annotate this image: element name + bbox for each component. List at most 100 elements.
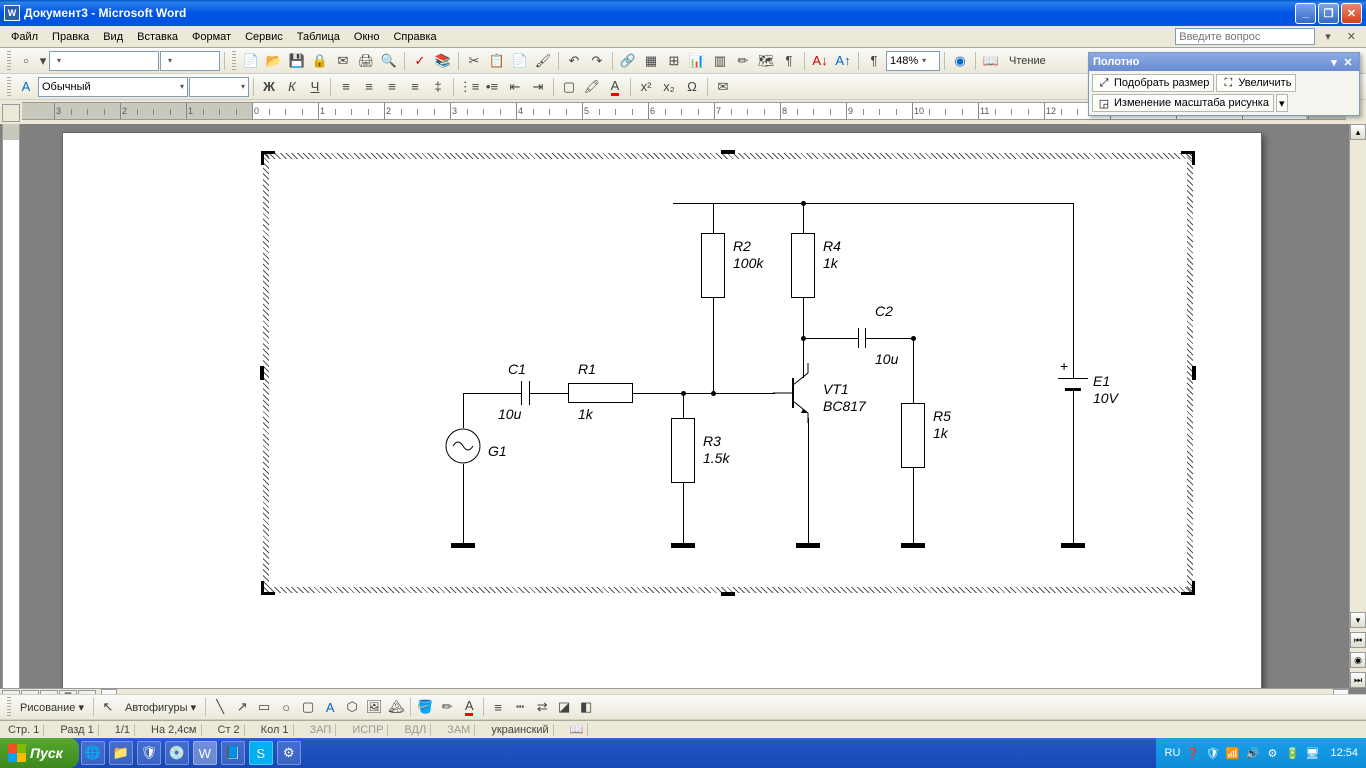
handle-b[interactable] bbox=[721, 592, 735, 596]
3d-button[interactable]: ◧ bbox=[575, 696, 597, 718]
task-item-skype[interactable]: S bbox=[249, 741, 273, 765]
tray-icon[interactable]: 🖥 bbox=[1304, 745, 1320, 761]
tray-icon[interactable]: ⚙ bbox=[1264, 745, 1280, 761]
format-painter-button[interactable]: 🖌 bbox=[532, 50, 554, 72]
subscript-button[interactable]: x₂ bbox=[658, 76, 680, 98]
numbering-button[interactable]: ⋮≡ bbox=[458, 76, 480, 98]
toolbar-grip[interactable] bbox=[7, 51, 11, 71]
bullets-button[interactable]: •≡ bbox=[481, 76, 503, 98]
oval-button[interactable]: ○ bbox=[275, 696, 297, 718]
status-lang[interactable]: украинский bbox=[487, 724, 553, 736]
tray-icon[interactable]: ❓ bbox=[1184, 745, 1200, 761]
task-item[interactable]: 🌐 bbox=[81, 741, 105, 765]
hyperlink-button[interactable]: 🔗 bbox=[617, 50, 639, 72]
print-button[interactable]: 🖨 bbox=[355, 50, 377, 72]
tables-borders-button[interactable]: ▦ bbox=[640, 50, 662, 72]
highlight-button[interactable]: 🖍 bbox=[581, 76, 603, 98]
status-ovr[interactable]: ЗАМ bbox=[443, 724, 475, 736]
menu-window[interactable]: Окно bbox=[347, 29, 387, 45]
menu-insert[interactable]: Вставка bbox=[130, 29, 185, 45]
pilcrow-button[interactable]: ¶ bbox=[863, 50, 885, 72]
handle-l[interactable] bbox=[260, 366, 264, 380]
menu-edit[interactable]: Правка bbox=[45, 29, 96, 45]
menu-table[interactable]: Таблица bbox=[290, 29, 347, 45]
drawing-menu[interactable]: Рисование ▾ bbox=[14, 701, 90, 714]
menu-format[interactable]: Формат bbox=[185, 29, 238, 45]
font-size-combo[interactable]: ▾ bbox=[189, 77, 249, 97]
excel-button[interactable]: 📊 bbox=[686, 50, 708, 72]
spellcheck-button[interactable]: ✓ bbox=[409, 50, 431, 72]
cut-button[interactable]: ✂ bbox=[463, 50, 485, 72]
panel-titlebar[interactable]: Полотно ▾ ✕ bbox=[1089, 53, 1359, 71]
increase-indent-button[interactable]: ⇥ bbox=[527, 76, 549, 98]
panel-close-button[interactable]: ✕ bbox=[1341, 56, 1355, 69]
paste-button[interactable]: 📄 bbox=[509, 50, 531, 72]
start-button[interactable]: Пуск bbox=[0, 738, 79, 768]
status-spell-icon[interactable]: 📖 bbox=[566, 723, 589, 736]
shadow-button[interactable]: ◪ bbox=[553, 696, 575, 718]
rectangle-button[interactable]: ▭ bbox=[253, 696, 275, 718]
panel-menu-button[interactable]: ▾ bbox=[1276, 94, 1288, 112]
restore-button[interactable]: ❐ bbox=[1318, 3, 1339, 24]
picture-button[interactable]: 🏔 bbox=[385, 696, 407, 718]
decrease-indent-button[interactable]: ⇤ bbox=[504, 76, 526, 98]
select-objects-button[interactable]: ↖ bbox=[97, 696, 119, 718]
drawing-canvas[interactable]: R2 100k R4 1k C2 10u bbox=[263, 153, 1193, 593]
menu-help[interactable]: Справка bbox=[386, 29, 443, 45]
symbol-button[interactable]: Ω bbox=[681, 76, 703, 98]
columns-button[interactable]: ▥ bbox=[709, 50, 731, 72]
ruler-corner[interactable] bbox=[2, 104, 20, 122]
drawing-button[interactable]: ✏ bbox=[732, 50, 754, 72]
redo-button[interactable]: ↷ bbox=[586, 50, 608, 72]
tray-icon[interactable]: 🛡 bbox=[1204, 745, 1220, 761]
line-button[interactable]: ╲ bbox=[209, 696, 231, 718]
reading-icon[interactable]: 📖 bbox=[980, 50, 1002, 72]
align-left-button[interactable]: ≡ bbox=[335, 76, 357, 98]
arrow-button[interactable]: ↗ bbox=[231, 696, 253, 718]
task-item[interactable]: 💿 bbox=[165, 741, 189, 765]
task-item[interactable]: 🛡 bbox=[137, 741, 161, 765]
arrow-style-button[interactable]: ⇄ bbox=[531, 696, 553, 718]
tray-icon[interactable]: 🔋 bbox=[1284, 745, 1300, 761]
align-center-button[interactable]: ≡ bbox=[358, 76, 380, 98]
task-item[interactable]: 📁 bbox=[109, 741, 133, 765]
style-combo[interactable]: Обычный▾ bbox=[38, 77, 188, 97]
autoshapes-menu[interactable]: Автофигуры ▾ bbox=[119, 701, 202, 714]
undo-button[interactable]: ↶ bbox=[563, 50, 585, 72]
handle-tr[interactable] bbox=[1181, 151, 1195, 165]
sort-az-button[interactable]: A↓ bbox=[809, 50, 831, 72]
task-item-word[interactable]: W bbox=[193, 741, 217, 765]
menu-view[interactable]: Вид bbox=[96, 29, 130, 45]
page-container[interactable]: R2 100k R4 1k C2 10u bbox=[22, 124, 1346, 704]
status-trk[interactable]: ИСПР bbox=[348, 724, 388, 736]
reading-button[interactable]: Чтение bbox=[1003, 55, 1052, 67]
research-button[interactable]: 📚 bbox=[432, 50, 454, 72]
panel-dropdown-button[interactable]: ▾ bbox=[1327, 56, 1341, 69]
zoom-combo[interactable]: 148%▾ bbox=[886, 51, 940, 71]
tray-clock[interactable]: 12:54 bbox=[1330, 747, 1358, 759]
handle-r[interactable] bbox=[1192, 366, 1196, 380]
preview-button[interactable]: 🔍 bbox=[378, 50, 400, 72]
mail-button[interactable]: ✉ bbox=[332, 50, 354, 72]
diagram-button[interactable]: ⬡ bbox=[341, 696, 363, 718]
page[interactable]: R2 100k R4 1k C2 10u bbox=[62, 132, 1262, 704]
envelope-button[interactable]: ✉ bbox=[712, 76, 734, 98]
doc-map-button[interactable]: 🗺 bbox=[755, 50, 777, 72]
task-item[interactable]: 📘 bbox=[221, 741, 245, 765]
ruler-vertical[interactable] bbox=[2, 124, 20, 704]
fit-size-button[interactable]: ⤢Подобрать размер bbox=[1092, 74, 1214, 92]
show-marks-button[interactable]: ¶ bbox=[778, 50, 800, 72]
handle-t[interactable] bbox=[721, 150, 735, 154]
insert-table-button[interactable]: ⊞ bbox=[663, 50, 685, 72]
wordart-button[interactable]: A bbox=[319, 696, 341, 718]
toolbar-grip[interactable] bbox=[7, 697, 11, 717]
line-style-button[interactable]: ≡ bbox=[487, 696, 509, 718]
status-ext[interactable]: ВДЛ bbox=[400, 724, 431, 736]
toolbar-grip[interactable] bbox=[232, 51, 236, 71]
line-color-button[interactable]: ✏ bbox=[436, 696, 458, 718]
tray-icon[interactable]: 🔊 bbox=[1244, 745, 1260, 761]
justify-button[interactable]: ≡ bbox=[404, 76, 426, 98]
task-item[interactable]: ⚙ bbox=[277, 741, 301, 765]
dropdown-icon[interactable]: ▾ bbox=[38, 50, 48, 72]
scale-drawing-button[interactable]: ◲Изменение масштаба рисунка bbox=[1092, 94, 1274, 112]
